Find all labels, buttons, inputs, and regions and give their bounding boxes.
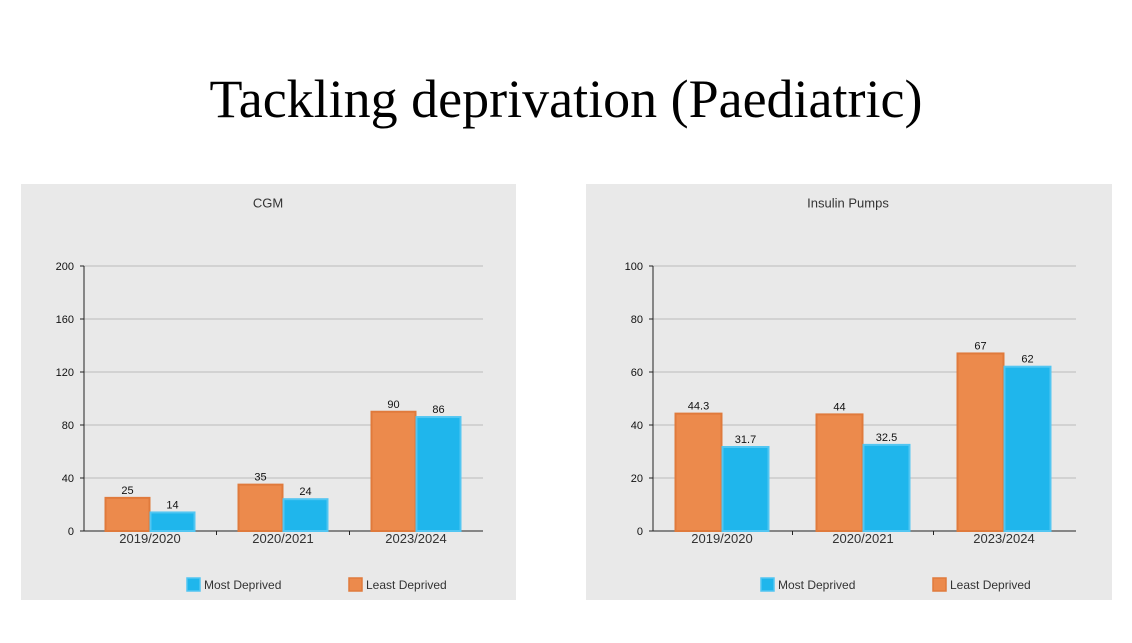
y-tick-label: 80: [631, 314, 643, 326]
insulin-pumps-chart-panel: Insulin Pumps 0 20 40 60 80 100 44.3 44 67 31.7 32.…: [586, 184, 1112, 600]
chart-title: Insulin Pumps: [807, 196, 889, 211]
legend-swatch: [760, 577, 775, 592]
least-deprived-bar: [956, 352, 1005, 532]
most-deprived-bar: [149, 511, 196, 533]
chart-title: CGM: [253, 196, 283, 211]
y-tick-label: 160: [56, 314, 74, 326]
x-category-label: 2019/2020: [119, 531, 180, 546]
data-label: 24: [299, 486, 311, 498]
data-label: 44: [833, 401, 845, 413]
least-deprived-bar: [370, 410, 417, 532]
cgm-chart-panel: CGM 0 40 80 120 160 200 25 35 90 14 24 86 2019/2020 20…: [21, 184, 516, 600]
data-label: 14: [166, 499, 178, 511]
x-category-label: 2023/2024: [385, 531, 446, 546]
least-deprived-bar: [237, 483, 284, 532]
y-tick-label: 20: [631, 473, 643, 485]
least-deprived-bar: [674, 412, 723, 532]
data-label: 86: [432, 404, 444, 416]
most-deprived-bar: [721, 445, 770, 532]
x-category-label: 2023/2024: [973, 531, 1034, 546]
legend-swatch: [186, 577, 201, 592]
most-deprived-bar: [1003, 365, 1052, 532]
legend-swatch: [348, 577, 363, 592]
x-category-label: 2020/2021: [252, 531, 313, 546]
y-tick-label: 80: [62, 420, 74, 432]
y-tick-label: 0: [68, 526, 74, 538]
insulin-pumps-chart: Insulin Pumps 0 20 40 60 80 100 44.3 44 67 31.7 32.…: [625, 196, 1076, 592]
cgm-chart: CGM 0 40 80 120 160 200 25 35 90 14 24 86 2019/2020 20…: [56, 196, 483, 592]
y-tick-label: 40: [631, 420, 643, 432]
x-category-label: 2019/2020: [691, 531, 752, 546]
y-tick-label: 40: [62, 473, 74, 485]
data-label: 44.3: [688, 401, 709, 413]
data-label: 90: [387, 399, 399, 411]
most-deprived-bar: [862, 443, 911, 532]
legend-label: Least Deprived: [366, 578, 447, 592]
legend-label: Least Deprived: [950, 578, 1031, 592]
data-label: 25: [121, 485, 133, 497]
data-label: 62: [1021, 354, 1033, 366]
most-deprived-bar: [282, 498, 329, 533]
y-tick-label: 0: [637, 526, 643, 538]
most-deprived-bar: [415, 416, 462, 532]
y-tick-label: 60: [631, 367, 643, 379]
least-deprived-bar: [104, 496, 151, 532]
legend-label: Most Deprived: [204, 578, 281, 592]
slide-title: Tackling deprivation (Paediatric): [209, 69, 923, 129]
least-deprived-bar: [815, 413, 864, 532]
data-label: 32.5: [876, 432, 897, 444]
data-label: 35: [254, 472, 266, 484]
y-tick-label: 120: [56, 367, 74, 379]
y-tick-label: 100: [625, 261, 643, 273]
y-tick-label: 200: [56, 261, 74, 273]
legend-swatch: [932, 577, 947, 592]
data-label: 67: [974, 340, 986, 352]
x-category-label: 2020/2021: [832, 531, 893, 546]
data-label: 31.7: [735, 434, 756, 446]
legend-label: Most Deprived: [778, 578, 855, 592]
